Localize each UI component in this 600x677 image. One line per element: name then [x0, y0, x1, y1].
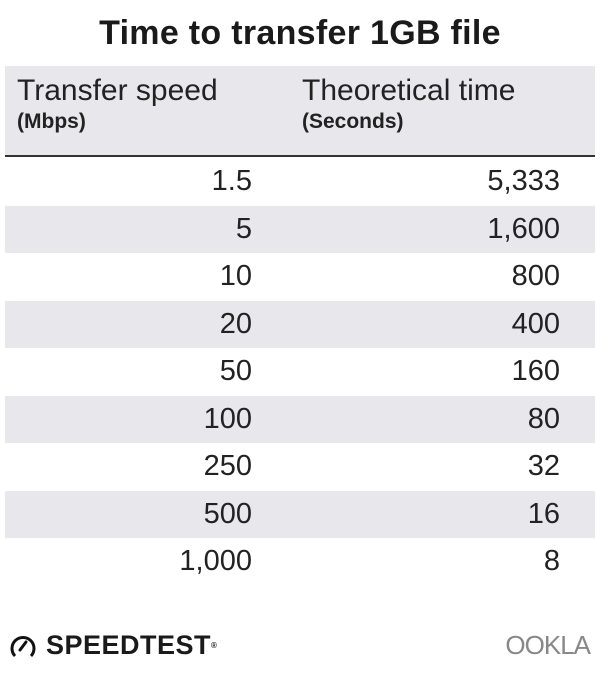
speed-cell: 100 — [203, 402, 252, 435]
time-cell: 16 — [527, 497, 560, 530]
speed-cell: 1,000 — [179, 545, 252, 577]
table-row: 50 160 — [5, 348, 595, 396]
table-row: 250 32 — [5, 443, 595, 491]
speedtest-wordmark: SPEEDTEST — [46, 630, 212, 660]
speed-cell: 1.5 — [211, 165, 252, 197]
time-cell: 8 — [543, 545, 560, 577]
time-cell: 400 — [511, 307, 560, 340]
speedtest-logo: SPEEDTEST ® — [8, 630, 217, 661]
table-header: Transfer speed (Mbps) Theoretical time (… — [5, 66, 595, 157]
header-theoretical-time: Theoretical time (Seconds) — [302, 74, 516, 133]
speed-cell: 500 — [203, 497, 252, 530]
speed-cell: 50 — [219, 355, 252, 387]
table-body: 1.5 5,333 5 1,600 10 800 20 400 50 160 100 80 250 32 5… — [5, 158, 595, 586]
speed-cell: 20 — [219, 307, 252, 340]
table-row: 1.5 5,333 — [5, 158, 595, 206]
table-row: 20 400 — [5, 300, 595, 348]
ookla-logo: OOKLA — [505, 630, 591, 660]
table-row: 5 1,600 — [5, 205, 595, 253]
speed-cell: 250 — [203, 450, 252, 482]
header-transfer-speed: Transfer speed (Mbps) — [17, 74, 218, 133]
chart-title: Time to transfer 1GB file — [99, 14, 501, 52]
time-cell: 32 — [527, 450, 560, 482]
time-cell: 800 — [511, 260, 560, 292]
table-row: 1,000 8 — [5, 538, 595, 586]
speedometer-icon — [10, 635, 36, 657]
time-cell: 80 — [527, 402, 560, 435]
speed-cell: 5 — [235, 212, 252, 245]
table-row: 100 80 — [5, 395, 595, 443]
table-row: 10 800 — [5, 253, 595, 301]
time-cell: 5,333 — [487, 165, 560, 197]
time-cell: 160 — [511, 355, 560, 387]
table-row: 500 16 — [5, 490, 595, 538]
speed-cell: 10 — [219, 260, 252, 292]
time-cell: 1,600 — [487, 212, 560, 245]
